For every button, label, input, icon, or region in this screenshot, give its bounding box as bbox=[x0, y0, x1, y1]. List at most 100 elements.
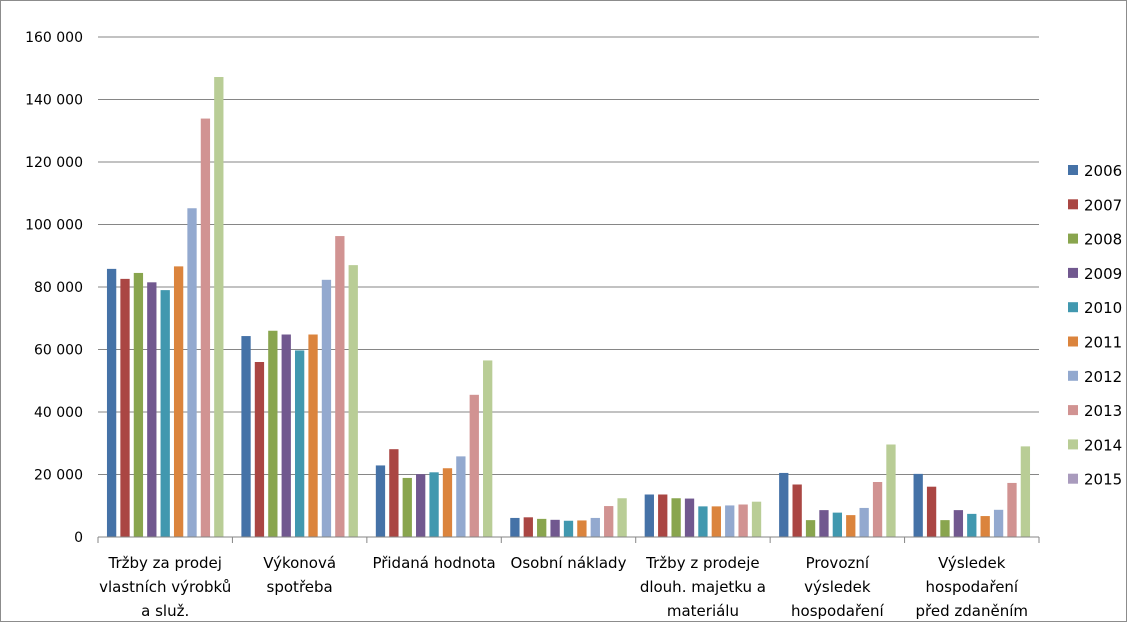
bar-2010-cat-2 bbox=[429, 472, 439, 537]
y-tick-label: 20 000 bbox=[34, 468, 83, 484]
bar-2013-cat-4 bbox=[738, 504, 748, 537]
legend-label-2014: 2014 bbox=[1084, 436, 1122, 454]
gridlines bbox=[98, 36, 1039, 475]
bar-2013-cat-2 bbox=[469, 394, 479, 537]
y-tick-label: 100 000 bbox=[25, 218, 83, 234]
bar-2006-cat-5 bbox=[779, 472, 789, 537]
category-label: materiálu bbox=[667, 602, 739, 620]
bar-2009-cat-2 bbox=[416, 474, 426, 537]
bar-2010-cat-3 bbox=[563, 520, 574, 537]
bar-2014-cat-6 bbox=[1020, 446, 1031, 537]
legend-label-2012: 2012 bbox=[1084, 368, 1122, 386]
category-label: hospodaření bbox=[791, 602, 884, 620]
bar-2013-cat-0 bbox=[200, 118, 211, 537]
bar-2011-cat-4 bbox=[711, 506, 721, 537]
bars bbox=[106, 77, 1031, 537]
bar-2014-cat-4 bbox=[751, 501, 762, 537]
bar-2009-cat-0 bbox=[147, 282, 157, 537]
bar-2012-cat-5 bbox=[859, 507, 869, 537]
category-label: spotřeba bbox=[267, 578, 333, 596]
bar-2008-cat-5 bbox=[805, 520, 816, 537]
bar-2009-cat-6 bbox=[953, 510, 964, 537]
legend-label-2011: 2011 bbox=[1084, 334, 1122, 352]
bar-2009-cat-1 bbox=[281, 334, 291, 537]
y-tick-label: 80 000 bbox=[34, 280, 83, 296]
bar-2006-cat-6 bbox=[913, 473, 923, 537]
legend-swatch-2007 bbox=[1068, 199, 1078, 210]
category-label: Tržby za prodej bbox=[107, 554, 221, 572]
bar-2011-cat-0 bbox=[173, 266, 184, 537]
bar-2011-cat-3 bbox=[577, 520, 587, 537]
bar-2014-cat-5 bbox=[886, 444, 896, 537]
category-label: vlastních výrobků bbox=[99, 578, 231, 596]
legend-swatch-2008 bbox=[1068, 233, 1078, 244]
bar-2007-cat-0 bbox=[120, 278, 130, 537]
category-label: a služ. bbox=[141, 602, 189, 620]
bar-2010-cat-5 bbox=[832, 512, 843, 537]
legend-swatch-2015 bbox=[1068, 473, 1078, 484]
bar-2006-cat-4 bbox=[644, 494, 654, 537]
bar-2012-cat-0 bbox=[187, 208, 197, 537]
bar-2011-cat-2 bbox=[442, 468, 453, 537]
bar-2008-cat-6 bbox=[940, 520, 950, 537]
bar-2012-cat-2 bbox=[456, 456, 466, 537]
bar-2007-cat-2 bbox=[389, 449, 399, 537]
legend-swatch-2009 bbox=[1068, 267, 1078, 278]
bar-2013-cat-5 bbox=[872, 482, 883, 537]
y-tick-label: 40 000 bbox=[34, 405, 83, 421]
bar-2011-cat-5 bbox=[846, 515, 856, 537]
legend-label-2013: 2013 bbox=[1084, 402, 1122, 420]
category-label: před zdaněním bbox=[916, 602, 1029, 620]
bar-2007-cat-6 bbox=[926, 486, 937, 537]
bar-2013-cat-6 bbox=[1007, 482, 1017, 537]
bar-2008-cat-0 bbox=[133, 272, 144, 537]
bar-2007-cat-1 bbox=[254, 362, 265, 537]
bar-2007-cat-4 bbox=[658, 494, 668, 537]
bar-2010-cat-1 bbox=[294, 350, 305, 537]
y-tick-label: 120 000 bbox=[25, 155, 83, 171]
bar-2014-cat-2 bbox=[483, 360, 493, 537]
bar-2014-cat-0 bbox=[214, 77, 224, 537]
bar-2010-cat-0 bbox=[160, 290, 170, 537]
bar-2011-cat-6 bbox=[980, 516, 990, 537]
bar-2006-cat-1 bbox=[241, 336, 251, 537]
bar-2011-cat-1 bbox=[308, 334, 318, 537]
y-tick-label: 0 bbox=[74, 530, 83, 546]
y-tick-label: 140 000 bbox=[25, 93, 83, 109]
bar-2008-cat-1 bbox=[268, 330, 278, 537]
bar-2013-cat-3 bbox=[604, 506, 614, 537]
legend-label-2007: 2007 bbox=[1084, 196, 1122, 214]
legend-label-2010: 2010 bbox=[1084, 299, 1122, 317]
bar-2006-cat-3 bbox=[510, 517, 520, 537]
category-label: výsledek bbox=[804, 578, 871, 596]
legend-label-2015: 2015 bbox=[1084, 471, 1122, 489]
category-labels: Tržby za prodej vlastních výrobků a služ. V… bbox=[99, 554, 1028, 620]
category-label: Osobní náklady bbox=[511, 554, 627, 572]
legend-swatch-2012 bbox=[1068, 370, 1078, 381]
x-axis bbox=[97, 536, 1040, 543]
bar-2012-cat-6 bbox=[993, 509, 1004, 537]
legend-swatch-2011 bbox=[1068, 336, 1078, 347]
bar-2012-cat-4 bbox=[725, 505, 735, 537]
category-label: Provozní bbox=[806, 554, 870, 572]
legend-swatch-2014 bbox=[1068, 439, 1078, 450]
category-label: Výkonová bbox=[263, 554, 336, 572]
legend-label-2009: 2009 bbox=[1084, 265, 1122, 283]
y-tick-label: 60 000 bbox=[34, 343, 83, 359]
legend-label-2006: 2006 bbox=[1084, 162, 1122, 180]
category-label: dlouh. majetku a bbox=[640, 578, 766, 596]
legend-label-2008: 2008 bbox=[1084, 231, 1122, 249]
category-label: hospodaření bbox=[925, 578, 1018, 596]
category-label: Tržby z prodeje bbox=[645, 554, 760, 572]
legend-swatch-2010 bbox=[1068, 302, 1078, 313]
legend-swatch-2006 bbox=[1068, 165, 1078, 175]
bar-2009-cat-3 bbox=[550, 519, 560, 537]
bar-2006-cat-2 bbox=[375, 465, 386, 537]
bar-2009-cat-5 bbox=[819, 510, 829, 537]
category-label: Přidaná hodnota bbox=[372, 554, 495, 572]
bar-2012-cat-1 bbox=[321, 279, 332, 537]
bar-2014-cat-1 bbox=[348, 265, 358, 537]
bar-2010-cat-4 bbox=[698, 506, 708, 537]
